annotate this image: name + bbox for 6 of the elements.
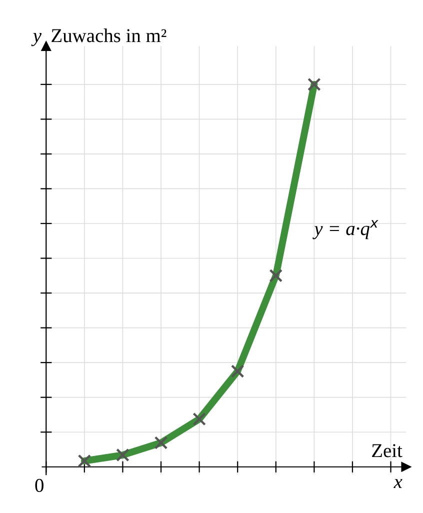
y-axis-title: Zuwachs in m² bbox=[52, 28, 166, 42]
text: 0 bbox=[35, 478, 44, 492]
x-axis-title: Zeit bbox=[372, 444, 402, 458]
text: x bbox=[394, 479, 402, 488]
text: y bbox=[31, 33, 42, 46]
annotation: y = a·q$^{x}$ bbox=[312, 220, 378, 240]
